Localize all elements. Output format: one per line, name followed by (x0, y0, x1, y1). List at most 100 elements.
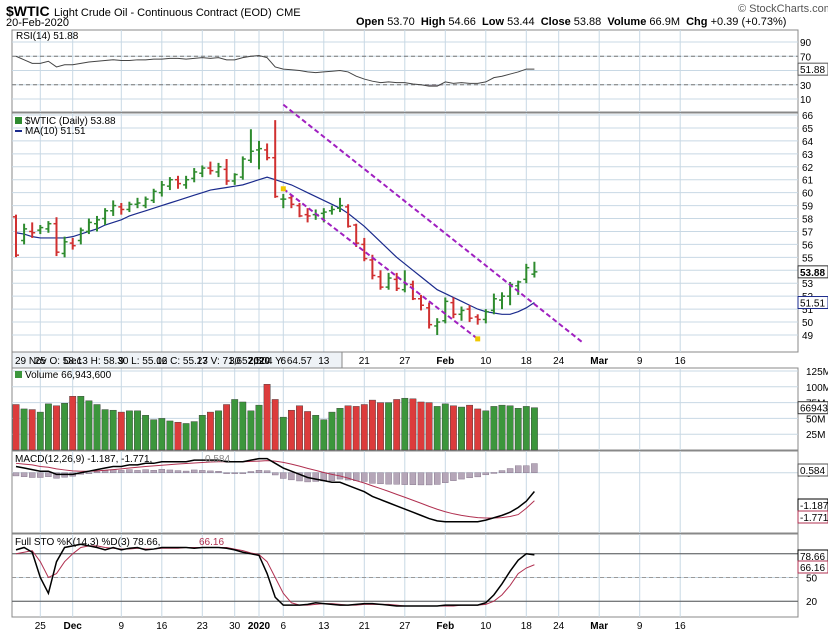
trend-anchor-point (280, 186, 286, 192)
volume-bar (117, 411, 125, 451)
macd-hist-bar (369, 472, 376, 484)
ohlc-bar (118, 203, 125, 215)
price-ma-tag (797, 296, 828, 310)
legend-symbol-label: $WTIC (Daily) 53.88 (25, 116, 116, 127)
bottom-x-tick-label: Dec (64, 621, 83, 632)
ohlc-bar (77, 227, 84, 245)
macd-hist-bar (142, 469, 149, 473)
macd-hist-bar (29, 472, 36, 478)
volume-bar (158, 418, 166, 451)
price-x-tick-label: 6 (281, 356, 287, 367)
ohlc-bar (385, 272, 392, 290)
volume-bar (531, 407, 538, 451)
watermark: © StockCharts.com (738, 3, 828, 15)
macd-hist-bar (344, 472, 352, 481)
macd-hist-bar (474, 472, 481, 478)
macd-hist-bar (199, 470, 206, 473)
macd-hist-bar (450, 472, 457, 481)
sto-d-label: 66.16 (199, 537, 224, 548)
ohlc-bar (264, 143, 271, 161)
volume-bar (125, 410, 133, 451)
price-tick-label: 51 (802, 305, 814, 316)
ohlc-bar (345, 204, 352, 228)
macd-hist-label: 0.584 (205, 454, 230, 465)
close-value: 53.88 (573, 16, 602, 28)
volume-bar (231, 399, 239, 451)
ohlc-bar (328, 205, 335, 215)
macd-hist-bar (272, 472, 279, 476)
volume-bar (28, 409, 36, 451)
macd-hist-bar (466, 472, 473, 479)
volume-bar (12, 404, 20, 451)
volume-bar (304, 411, 311, 451)
ohlc-bar (280, 193, 287, 209)
macd-hist-bar (490, 472, 498, 474)
macd-hist-bar (215, 471, 222, 473)
rsi-value-tag (797, 62, 828, 76)
volume-bar (506, 405, 514, 451)
volume-bar (425, 402, 433, 451)
sto-tick-label: 50 (806, 574, 818, 585)
macd-hist-bar (523, 465, 530, 473)
bottom-x-tick-label: 24 (553, 621, 565, 632)
ohlc-bar (474, 314, 481, 325)
volume-bar (522, 406, 530, 451)
price-tick-label: 49 (802, 331, 814, 342)
macd-hist-bar (377, 472, 384, 485)
sto-d-tag-text: 66.16 (800, 563, 825, 574)
macd-hist-bar (239, 472, 247, 474)
volume-bar (344, 405, 352, 451)
ohlc-bar (353, 223, 360, 247)
volume-bar (109, 409, 117, 451)
ohlc-bar (490, 293, 497, 315)
macd-hist-bar (425, 472, 433, 486)
ohlc-bar (45, 221, 52, 233)
ohlc-bar (304, 208, 311, 223)
macd-hist-bar (296, 472, 303, 482)
macd-hist-bar (288, 472, 295, 481)
price-x-tick-label: 9 (637, 356, 643, 367)
volume-bar (142, 415, 149, 451)
ohlc-bar (426, 302, 433, 329)
volume-bar (182, 423, 190, 451)
price-x-tick-label: 16 (675, 356, 687, 367)
ohlc-bar (215, 162, 222, 178)
ohlc-bar (102, 208, 109, 225)
bottom-x-tick-label: 23 (197, 621, 209, 632)
volume-bar (45, 403, 52, 451)
volume-bar (352, 406, 360, 451)
price-x-tick-label: 13 (318, 356, 330, 367)
volume-bar (279, 416, 287, 451)
macd-hist-bar (223, 472, 230, 474)
price-tick-label: 50 (802, 318, 814, 329)
macd-hist-bar (531, 463, 538, 473)
ohlc-bar (199, 165, 206, 178)
volume-bar (369, 399, 376, 451)
bottom-x-tick-label: 13 (318, 621, 330, 632)
volume-tick-label: 125M (806, 367, 828, 378)
volume-bar (239, 401, 247, 451)
volume-bar (336, 408, 344, 451)
macd-hist-bar (401, 472, 408, 485)
trend-anchor-point (475, 336, 481, 342)
bottom-x-tick-label: 9 (637, 621, 643, 632)
rsi-tick-label: 90 (800, 38, 812, 49)
macd-hist-bar (361, 472, 368, 482)
hover-info-box (11, 351, 343, 369)
sto-d-line (15, 545, 535, 607)
volume-bar (409, 398, 417, 451)
macd-hist-bar (506, 468, 514, 473)
instrument-name: Light Crude Oil - Continuous Contract (E… (54, 7, 272, 19)
volume-bar (441, 403, 449, 451)
rsi-tick-label: 70 (800, 52, 812, 63)
ohlc-bar (21, 223, 28, 245)
ohlc-bar (53, 217, 60, 257)
volume-bar (85, 400, 93, 451)
ohlc-bar (37, 225, 44, 235)
volume-tick-label: 100M (806, 383, 828, 394)
ohlc-bar (272, 120, 279, 198)
price-x-tick-label: 27 (399, 356, 411, 367)
volume-bar (206, 411, 214, 451)
macd-hist-bar (385, 472, 392, 485)
ohlc-bar (191, 168, 198, 183)
